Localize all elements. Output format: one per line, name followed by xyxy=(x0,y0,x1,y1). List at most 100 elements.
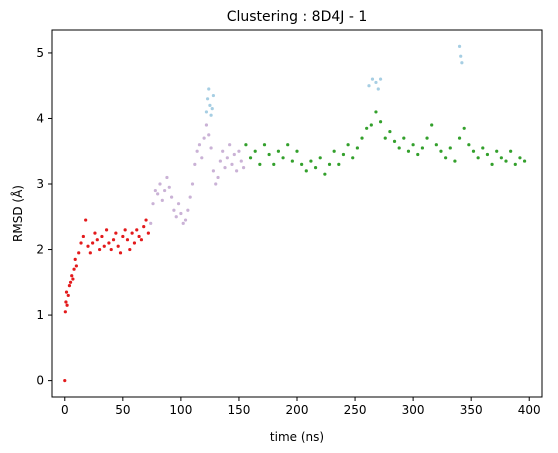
data-point xyxy=(313,166,318,170)
data-point xyxy=(365,126,369,130)
data-point xyxy=(88,251,92,255)
data-point xyxy=(216,175,220,180)
data-point xyxy=(71,277,75,281)
y-tick-label: 3 xyxy=(36,177,44,191)
data-point xyxy=(107,241,111,245)
data-point xyxy=(237,149,241,153)
data-point xyxy=(370,77,375,81)
data-point xyxy=(209,146,213,150)
x-tick-label: 350 xyxy=(460,403,483,417)
data-point xyxy=(63,310,67,314)
data-point xyxy=(81,234,85,239)
data-point xyxy=(197,143,202,147)
data-point xyxy=(160,198,164,202)
data-point xyxy=(439,149,443,153)
data-point xyxy=(262,143,267,147)
data-point xyxy=(221,149,225,153)
data-point xyxy=(68,280,73,284)
data-point xyxy=(73,257,77,261)
data-point xyxy=(77,251,81,255)
data-point xyxy=(304,169,308,173)
data-point xyxy=(522,159,527,163)
data-point xyxy=(114,231,118,235)
data-point xyxy=(176,202,181,206)
data-point xyxy=(300,162,304,166)
data-point xyxy=(485,152,490,157)
data-point xyxy=(379,120,383,124)
data-point xyxy=(420,146,424,150)
x-axis-label: time (ns) xyxy=(270,430,324,444)
data-point xyxy=(499,156,503,160)
data-point xyxy=(181,221,185,225)
data-point xyxy=(239,159,243,163)
data-point xyxy=(476,156,480,160)
x-tick-label: 200 xyxy=(286,403,309,417)
data-point xyxy=(471,149,476,153)
data-point xyxy=(156,192,160,196)
data-point xyxy=(459,54,463,58)
data-point xyxy=(232,152,236,157)
data-point xyxy=(186,208,190,212)
data-point xyxy=(190,182,195,186)
data-point xyxy=(111,238,116,242)
data-point xyxy=(434,143,438,147)
chart-title: Clustering : 8D4J - 1 xyxy=(227,9,368,25)
data-point xyxy=(444,156,448,160)
data-point xyxy=(149,221,153,225)
data-point xyxy=(205,97,210,101)
data-point xyxy=(214,182,218,186)
data-point xyxy=(200,156,204,160)
data-point xyxy=(193,162,197,166)
data-point xyxy=(74,264,78,268)
data-point xyxy=(376,87,380,91)
y-axis-ticks: 0 1 2 3 4 5 xyxy=(36,46,52,388)
data-point xyxy=(374,80,378,85)
data-point xyxy=(137,234,141,239)
data-point xyxy=(202,136,206,140)
data-point xyxy=(379,77,383,81)
data-point xyxy=(218,159,222,163)
data-point xyxy=(281,156,285,160)
data-point xyxy=(309,159,313,163)
data-point xyxy=(204,110,209,114)
data-point xyxy=(341,152,346,157)
data-point xyxy=(121,234,125,239)
data-point xyxy=(369,123,373,127)
data-point xyxy=(183,218,188,222)
data-point xyxy=(425,136,429,140)
x-tick-label: 400 xyxy=(518,403,541,417)
x-axis-ticks: 0 50 100 150 200 250 300 350 400 xyxy=(61,397,541,417)
data-point xyxy=(290,159,294,163)
data-point xyxy=(64,290,69,294)
data-point xyxy=(355,146,359,150)
data-point xyxy=(153,188,157,193)
data-point xyxy=(95,238,99,242)
data-point xyxy=(411,143,415,147)
data-point xyxy=(84,218,88,222)
data-point xyxy=(460,61,464,65)
data-point xyxy=(93,231,97,235)
data-point xyxy=(211,93,215,98)
data-point xyxy=(337,162,341,166)
data-point xyxy=(109,247,113,252)
x-tick-label: 100 xyxy=(169,403,192,417)
data-point xyxy=(406,149,411,153)
data-point xyxy=(100,234,104,239)
data-point xyxy=(123,228,127,232)
data-point xyxy=(128,247,132,252)
data-point xyxy=(146,231,150,235)
data-point xyxy=(323,172,327,176)
data-point xyxy=(448,146,452,150)
data-point xyxy=(225,156,229,160)
data-point xyxy=(267,152,271,157)
x-tick-label: 150 xyxy=(227,403,250,417)
data-point xyxy=(397,146,401,150)
data-point xyxy=(98,247,102,252)
y-tick-label: 2 xyxy=(36,243,44,257)
data-point xyxy=(388,129,392,134)
y-tick-label: 0 xyxy=(36,374,44,388)
y-tick-label: 5 xyxy=(36,46,44,60)
x-tick-label: 50 xyxy=(115,403,130,417)
